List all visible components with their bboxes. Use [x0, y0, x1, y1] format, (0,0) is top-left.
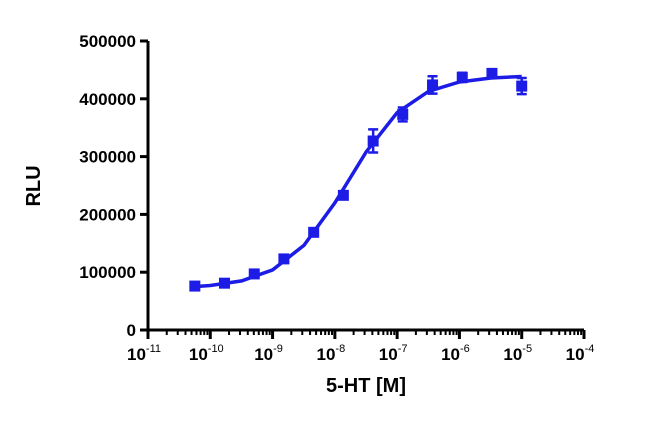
tick-base: 10 [317, 345, 336, 364]
y-tick-label: 500000 [79, 32, 136, 51]
x-tick-label: 10-10 [189, 343, 224, 364]
x-tick-label: 10-4 [566, 343, 595, 364]
data-point [308, 226, 320, 238]
tick-base: 10 [379, 345, 398, 364]
x-tick-label: 10-8 [317, 343, 346, 364]
tick-exponent: -8 [335, 343, 345, 355]
tick-base: 10 [566, 345, 585, 364]
tick-base: 10 [441, 345, 460, 364]
data-point [248, 268, 260, 280]
data-point [397, 108, 409, 120]
x-tick-label: 10-11 [127, 343, 161, 364]
data-point [456, 71, 468, 83]
data-point [516, 80, 528, 92]
tick-base: 10 [127, 345, 146, 364]
tick-exponent: -11 [146, 343, 161, 355]
tick-base: 10 [503, 345, 522, 364]
y-axis-title: RLU [23, 165, 45, 206]
y-tick-label: 0 [127, 321, 136, 340]
x-tick-label: 10-6 [441, 343, 470, 364]
y-tick-label: 400000 [79, 90, 136, 109]
y-tick-label: 200000 [79, 205, 136, 224]
data-point [278, 253, 290, 265]
x-tick-label: 10-5 [503, 343, 532, 364]
tick-exponent: -4 [585, 343, 595, 355]
tick-exponent: -10 [208, 343, 224, 355]
x-tick-label: 10-7 [379, 343, 408, 364]
tick-base: 10 [189, 345, 208, 364]
data-point [337, 189, 349, 201]
y-tick-label: 100000 [79, 263, 136, 282]
data-point [427, 79, 439, 91]
x-axis-title: 5-HT [M] [326, 375, 406, 397]
tick-base: 10 [254, 345, 273, 364]
fit-curve [194, 74, 522, 289]
tick-exponent: -7 [398, 343, 408, 355]
tick-exponent: -5 [522, 343, 532, 355]
tick-exponent: -6 [460, 343, 470, 355]
data-point [367, 135, 379, 147]
data-point [486, 67, 498, 79]
tick-exponent: -9 [273, 343, 283, 355]
y-tick-label: 300000 [79, 148, 136, 167]
data-point [189, 280, 201, 292]
data-point [218, 277, 230, 289]
x-tick-label: 10-9 [254, 343, 283, 364]
